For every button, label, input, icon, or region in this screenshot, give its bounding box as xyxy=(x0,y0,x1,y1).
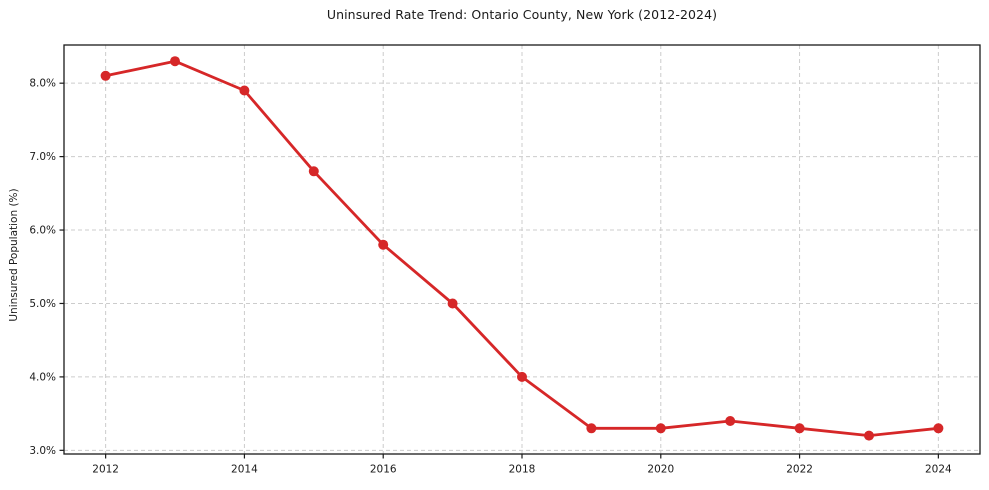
x-tick-label: 2016 xyxy=(370,464,397,476)
data-point-2023 xyxy=(864,430,874,441)
data-point-2013 xyxy=(170,56,180,67)
chart-title: Uninsured Rate Trend: Ontario County, Ne… xyxy=(326,7,718,22)
data-point-2022 xyxy=(794,423,805,434)
data-point-2017 xyxy=(447,298,458,309)
data-point-2019 xyxy=(586,423,597,434)
x-tick-label: 2022 xyxy=(786,464,813,476)
data-point-2024 xyxy=(933,423,944,434)
y-tick-label: 8.0% xyxy=(29,78,56,90)
y-tick-label: 7.0% xyxy=(29,151,56,163)
y-tick-label: 5.0% xyxy=(29,298,56,310)
data-point-2018 xyxy=(517,371,527,382)
data-point-2014 xyxy=(239,85,250,96)
y-tick-label: 6.0% xyxy=(29,225,56,237)
x-tick-label: 2014 xyxy=(231,464,258,476)
data-point-2016 xyxy=(378,239,389,250)
y-axis-label-text: Uninsured Population (%) xyxy=(8,188,20,322)
data-point-2020 xyxy=(655,423,666,434)
data-point-2021 xyxy=(725,416,736,426)
x-tick-label: 2024 xyxy=(925,464,952,476)
data-point-2012 xyxy=(100,70,111,81)
y-tick-label: 4.0% xyxy=(29,371,56,383)
y-tick-label: 3.0% xyxy=(29,445,56,457)
x-tick-label: 2020 xyxy=(647,464,674,476)
x-tick-label: 2018 xyxy=(509,464,536,476)
data-point-2015 xyxy=(308,166,319,177)
x-tick-label: 2012 xyxy=(92,464,119,476)
